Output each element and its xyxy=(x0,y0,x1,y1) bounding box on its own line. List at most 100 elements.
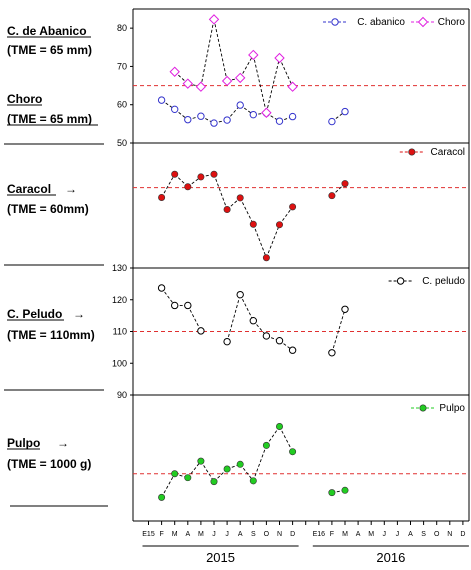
y-tick-label-abanico-choro: 70 xyxy=(117,61,127,71)
series-segment-abanico-choro xyxy=(200,19,215,87)
y-tick-label-abanico-choro: 60 xyxy=(117,100,127,110)
arrow-caracol: → xyxy=(65,182,77,196)
data-point-caracol xyxy=(158,193,166,201)
x-tick-label: E16 xyxy=(313,531,326,538)
series-segment-caracol xyxy=(279,206,293,225)
y-tick-label-peludo: 130 xyxy=(112,263,127,273)
x-tick-label: A xyxy=(185,531,190,538)
series-segment-abanico-choro xyxy=(279,57,294,87)
label-peludo: C. Peludo xyxy=(7,307,62,321)
series-segment-peludo xyxy=(187,305,202,332)
series-segment-pulpo xyxy=(239,464,254,482)
data-point-pulpo xyxy=(328,489,336,497)
x-tick-label: M xyxy=(198,531,204,538)
x-tick-label: A xyxy=(356,531,361,538)
data-point-abanico-choro xyxy=(157,96,166,104)
data-point-abanico-choro xyxy=(171,105,179,114)
series-segment-peludo xyxy=(226,294,241,342)
data-point-caracol xyxy=(262,254,270,262)
data-point-caracol xyxy=(289,203,297,211)
data-point-abanico-choro xyxy=(184,115,192,124)
series-segment-abanico-choro xyxy=(265,57,280,113)
arrow-peludo: → xyxy=(73,307,85,321)
series-segment-peludo xyxy=(331,309,346,353)
x-tick-label: D xyxy=(290,531,295,538)
data-point-peludo xyxy=(275,337,284,345)
data-point-abanico-choro xyxy=(234,72,246,84)
label-peludo-tme: (TME = 110mm) xyxy=(7,328,95,342)
data-point-pulpo xyxy=(341,486,349,494)
series-segment-caracol xyxy=(252,224,267,258)
data-point-caracol xyxy=(197,173,205,181)
data-point-abanico-choro xyxy=(210,119,218,127)
data-point-peludo xyxy=(171,301,179,310)
data-point-pulpo xyxy=(210,478,218,486)
data-point-abanico-choro xyxy=(182,78,194,89)
legend-label-abanico-choro: Choro xyxy=(438,17,466,28)
series-segment-pulpo xyxy=(279,426,293,452)
y-tick-label-peludo: 110 xyxy=(113,327,127,337)
series-segment-pulpo xyxy=(161,473,176,498)
legend-label-abanico-choro: C. abanico xyxy=(357,17,405,28)
data-point-abanico-choro xyxy=(261,107,272,118)
data-point-abanico-choro xyxy=(288,112,297,121)
x-tick-label: J xyxy=(383,531,387,538)
data-point-abanico-choro xyxy=(197,112,205,120)
legend-marker-caracol xyxy=(408,148,416,156)
data-point-peludo xyxy=(236,290,244,299)
data-point-caracol xyxy=(184,183,192,191)
y-tick-label-peludo: 90 xyxy=(117,390,127,400)
x-tick-label: S xyxy=(251,531,256,538)
series-segment-pulpo xyxy=(252,445,267,481)
data-point-peludo xyxy=(341,305,349,313)
data-point-abanico-choro xyxy=(223,116,231,124)
data-point-peludo xyxy=(184,301,192,310)
data-point-pulpo xyxy=(289,448,297,456)
data-point-caracol xyxy=(210,170,218,178)
label-abanico-tme: (TME = 65 mm) xyxy=(7,43,92,57)
series-segment-abanico-choro xyxy=(239,54,254,79)
x-tick-label: O xyxy=(264,531,270,538)
data-point-pulpo xyxy=(249,477,257,485)
y-tick-label-peludo: 120 xyxy=(112,295,127,305)
legend-marker-peludo xyxy=(396,277,405,285)
data-point-peludo xyxy=(157,284,166,292)
data-point-peludo xyxy=(249,317,258,325)
data-point-caracol xyxy=(236,194,244,202)
series-segment-abanico-choro xyxy=(252,54,267,113)
legend-marker-pulpo xyxy=(419,404,427,412)
x-tick-label: D xyxy=(460,531,465,538)
data-point-peludo xyxy=(328,349,336,357)
data-point-pulpo xyxy=(158,493,166,501)
x-tick-label: J xyxy=(212,531,216,538)
data-point-abanico-choro xyxy=(287,81,298,92)
x-tick-label: S xyxy=(421,531,426,538)
data-point-pulpo xyxy=(184,474,192,482)
x-tick-label: M xyxy=(368,531,374,538)
series-segment-pulpo xyxy=(187,460,202,478)
x-tick-label: J xyxy=(396,531,400,538)
x-tick-label: N xyxy=(447,531,452,538)
data-point-pulpo xyxy=(171,470,179,478)
data-point-abanico-choro xyxy=(248,49,259,61)
data-point-peludo xyxy=(197,327,205,335)
data-point-peludo xyxy=(288,346,297,354)
data-point-abanico-choro xyxy=(169,66,180,77)
data-point-abanico-choro xyxy=(221,75,233,87)
x-tick-label: O xyxy=(434,531,440,538)
x-tick-label: F xyxy=(330,531,334,538)
data-point-caracol xyxy=(275,221,283,229)
data-point-pulpo xyxy=(262,441,270,449)
legend-label-pulpo: Pulpo xyxy=(439,403,465,414)
data-point-abanico-choro xyxy=(275,117,284,125)
data-point-abanico-choro xyxy=(249,110,258,119)
x-tick-label: J xyxy=(225,531,229,538)
year-label-2015: 2015 xyxy=(206,550,235,565)
data-point-caracol xyxy=(223,206,231,214)
x-tick-label: M xyxy=(342,531,348,538)
label-caracol: Caracol xyxy=(7,182,51,196)
series-segment-abanico-choro xyxy=(213,19,228,82)
data-point-caracol xyxy=(249,220,257,228)
series-segment-pulpo xyxy=(200,460,215,482)
